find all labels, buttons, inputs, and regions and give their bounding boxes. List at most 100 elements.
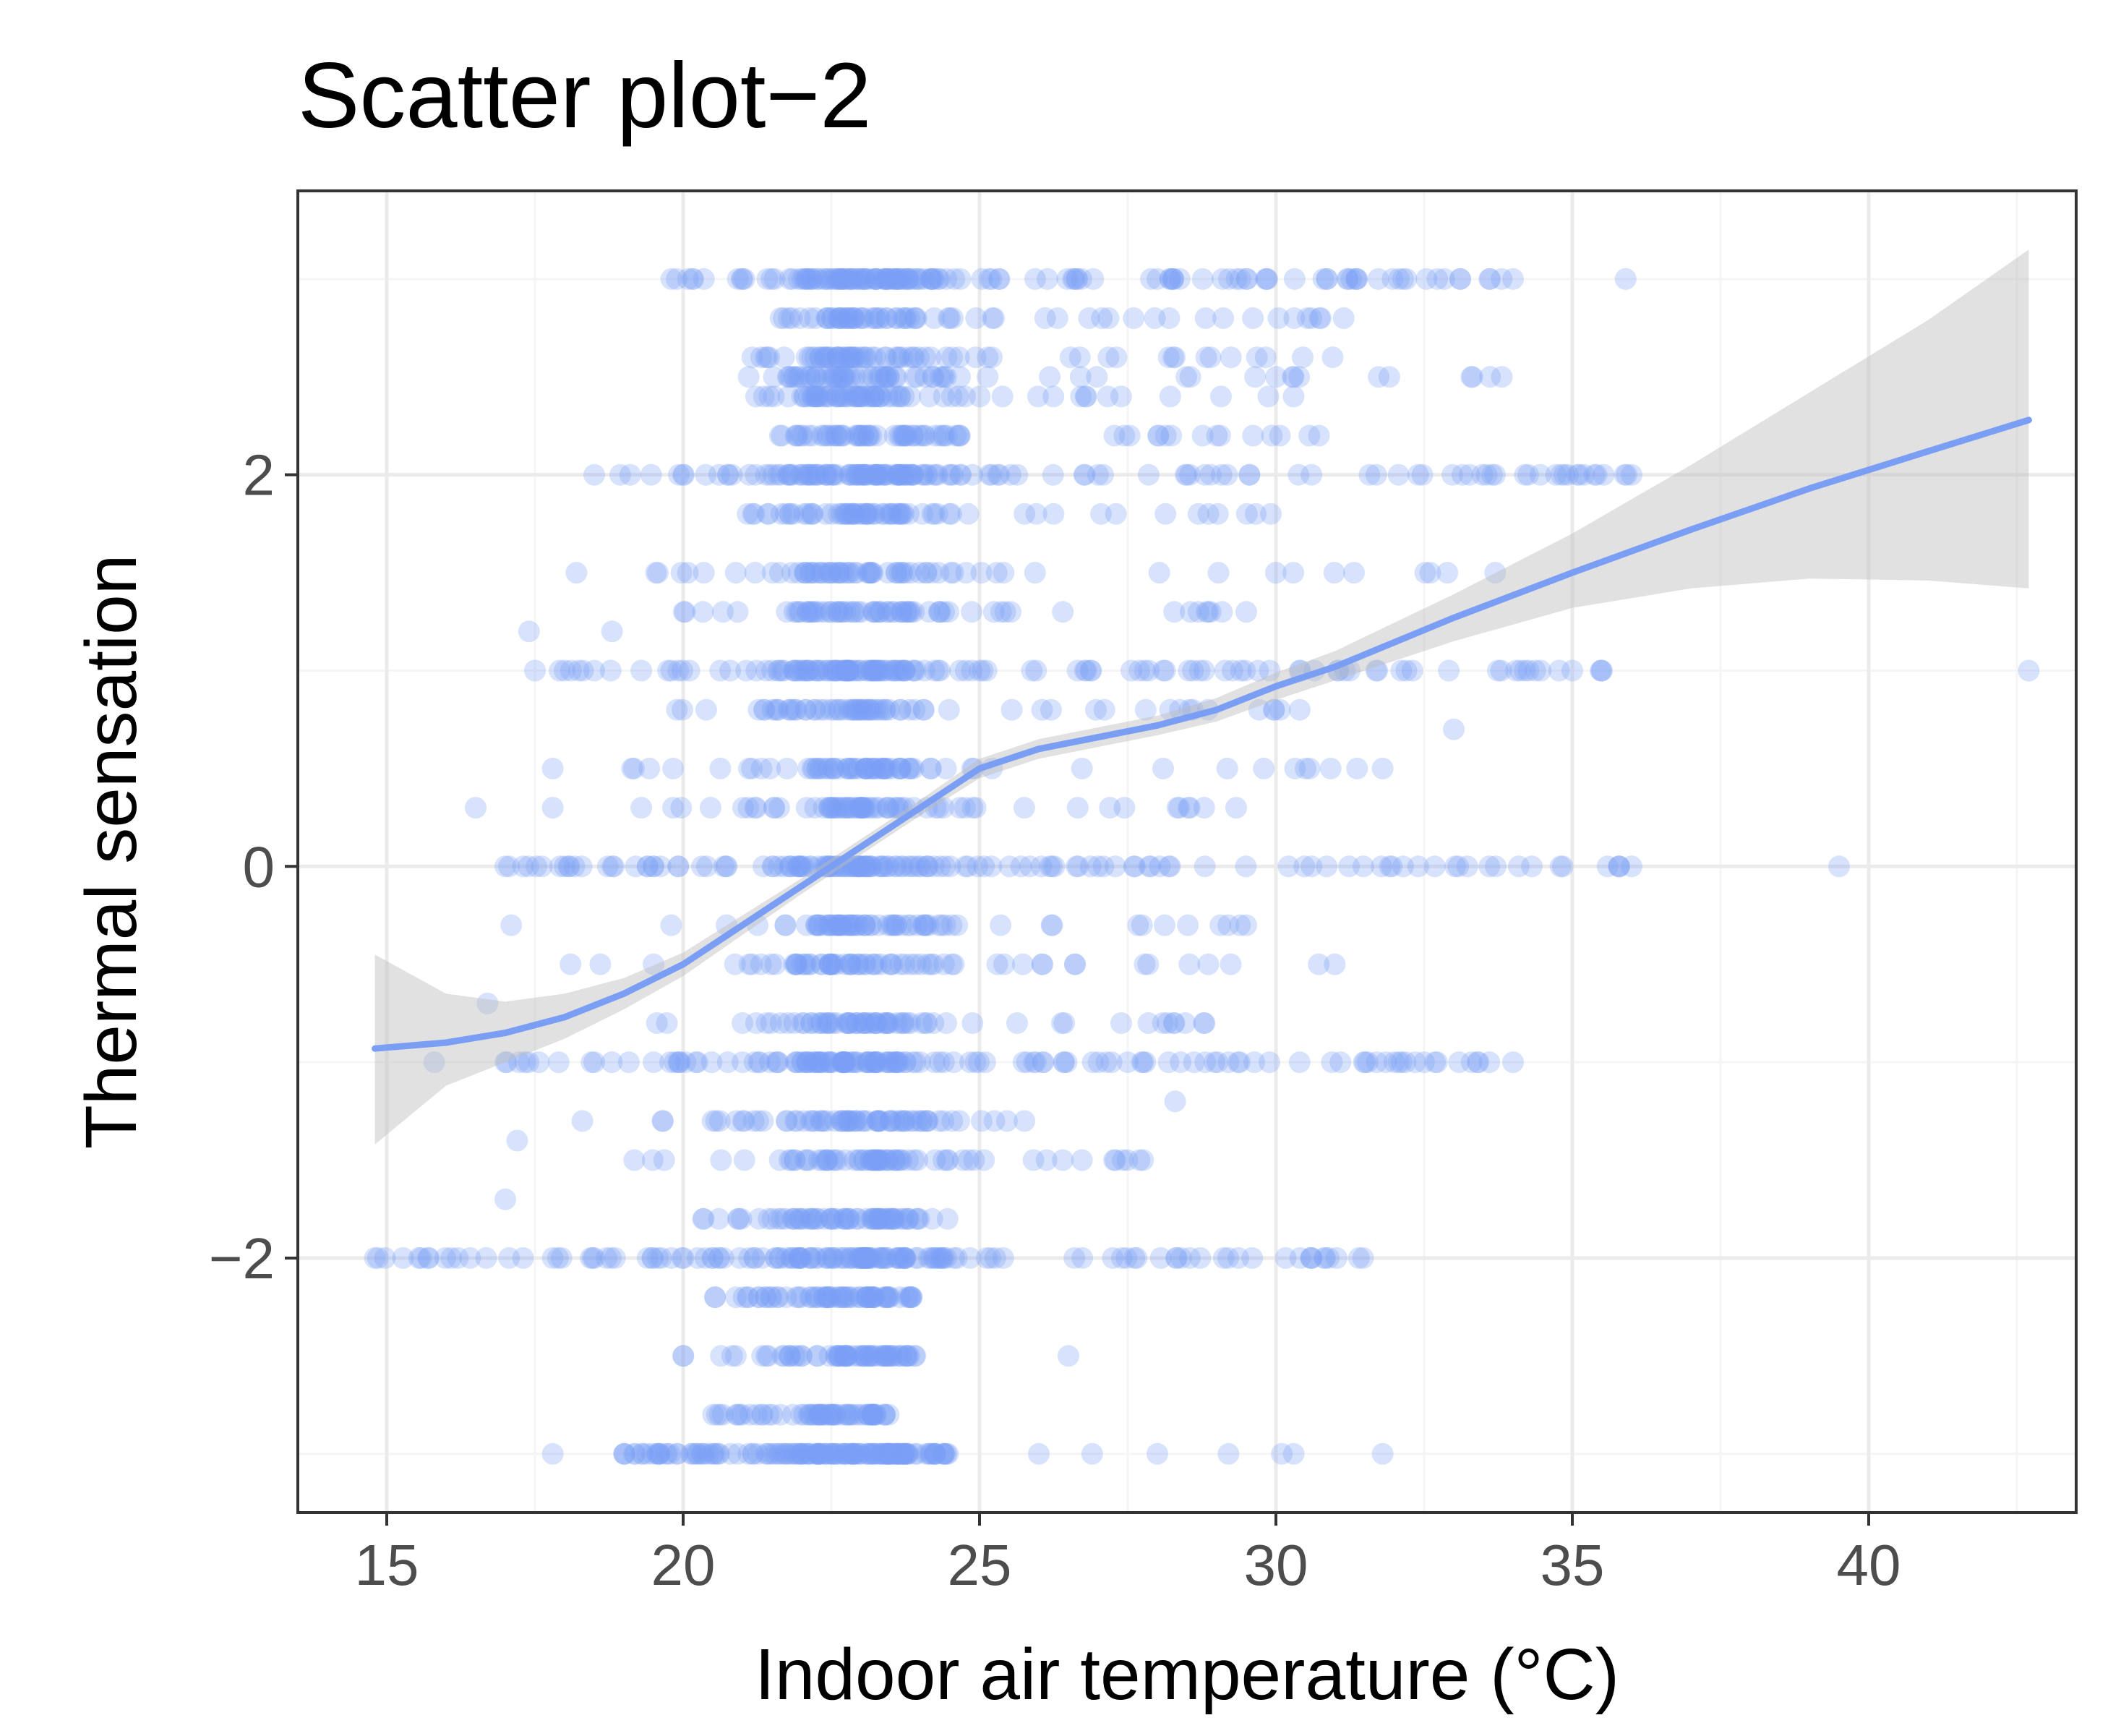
data-point [408, 1247, 430, 1269]
data-point [885, 268, 907, 290]
data-point [831, 914, 854, 936]
data-point [819, 914, 841, 936]
data-point [844, 346, 867, 369]
data-point [807, 385, 830, 408]
data-point [826, 424, 848, 447]
data-point [1365, 463, 1387, 486]
data-point [892, 424, 914, 447]
data-point [883, 424, 906, 447]
data-point [1332, 307, 1355, 329]
data-point [858, 1051, 880, 1074]
data-point [831, 659, 853, 682]
data-point [938, 463, 960, 486]
data-point [674, 1051, 697, 1074]
data-point [851, 307, 873, 329]
data-point [800, 562, 822, 584]
data-point [778, 366, 800, 388]
data-point [891, 562, 914, 584]
data-point [786, 424, 808, 447]
data-point [889, 463, 912, 486]
data-point [1110, 1247, 1133, 1269]
data-point [864, 385, 886, 408]
data-point [839, 268, 862, 290]
data-point [853, 1149, 875, 1171]
data-point [1056, 268, 1079, 290]
data-point [806, 463, 828, 486]
data-point [447, 1247, 469, 1269]
data-point [862, 366, 884, 388]
data-point [912, 698, 935, 721]
data-point [1066, 268, 1088, 290]
data-point [877, 1051, 899, 1074]
data-point [776, 366, 799, 388]
data-point [865, 424, 888, 447]
data-point [774, 914, 797, 936]
data-point [844, 424, 867, 447]
data-point [1387, 463, 1410, 486]
data-point [894, 1247, 916, 1269]
data-point [929, 424, 951, 447]
data-point [860, 1207, 883, 1230]
data-point [796, 503, 818, 525]
data-point [765, 1247, 787, 1269]
data-point [805, 366, 828, 388]
data-point [863, 1149, 886, 1171]
data-point [943, 1247, 965, 1269]
data-point [792, 659, 814, 682]
data-point [848, 797, 870, 819]
data-point [1235, 601, 1257, 623]
data-point [912, 268, 935, 290]
data-point [860, 307, 883, 329]
data-point [1178, 797, 1199, 819]
data-point [701, 1110, 724, 1132]
data-point [651, 1110, 674, 1132]
data-point [907, 424, 930, 447]
data-point [886, 385, 908, 408]
data-point [957, 1149, 980, 1171]
data-point [800, 1012, 823, 1034]
data-point [802, 1051, 824, 1074]
data-point [853, 463, 875, 486]
data-point [1263, 698, 1285, 721]
data-point [865, 268, 887, 290]
data-point [875, 463, 898, 486]
data-point [778, 1149, 800, 1171]
data-point [1199, 601, 1222, 623]
data-point [855, 503, 878, 525]
data-point [818, 1051, 840, 1074]
data-point [834, 307, 856, 329]
data-point [1292, 346, 1314, 369]
data-point [875, 1247, 898, 1269]
data-point [882, 659, 904, 682]
data-point [885, 307, 907, 329]
data-point [833, 346, 855, 369]
data-point [841, 914, 863, 936]
data-point [1174, 463, 1196, 486]
data-point [1366, 1051, 1388, 1074]
data-point [558, 855, 580, 878]
data-point [1092, 463, 1114, 486]
data-point [855, 463, 878, 486]
data-point [890, 1207, 912, 1230]
data-point [815, 601, 836, 623]
data-point [764, 698, 787, 721]
data-point [1485, 855, 1507, 878]
data-point [785, 953, 807, 975]
data-point [1295, 757, 1316, 779]
data-point [973, 855, 995, 878]
data-point [848, 659, 870, 682]
data-point [797, 601, 818, 623]
data-point [1301, 855, 1323, 878]
data-point [969, 385, 991, 408]
data-point [789, 463, 812, 486]
data-point [925, 463, 947, 486]
data-point [841, 953, 863, 975]
data-point [870, 953, 892, 975]
data-point [803, 659, 826, 682]
data-point [843, 503, 865, 525]
data-point [853, 268, 875, 290]
data-point [1179, 1247, 1201, 1269]
data-point [832, 659, 854, 682]
data-point [619, 463, 641, 486]
data-point [755, 1012, 778, 1034]
